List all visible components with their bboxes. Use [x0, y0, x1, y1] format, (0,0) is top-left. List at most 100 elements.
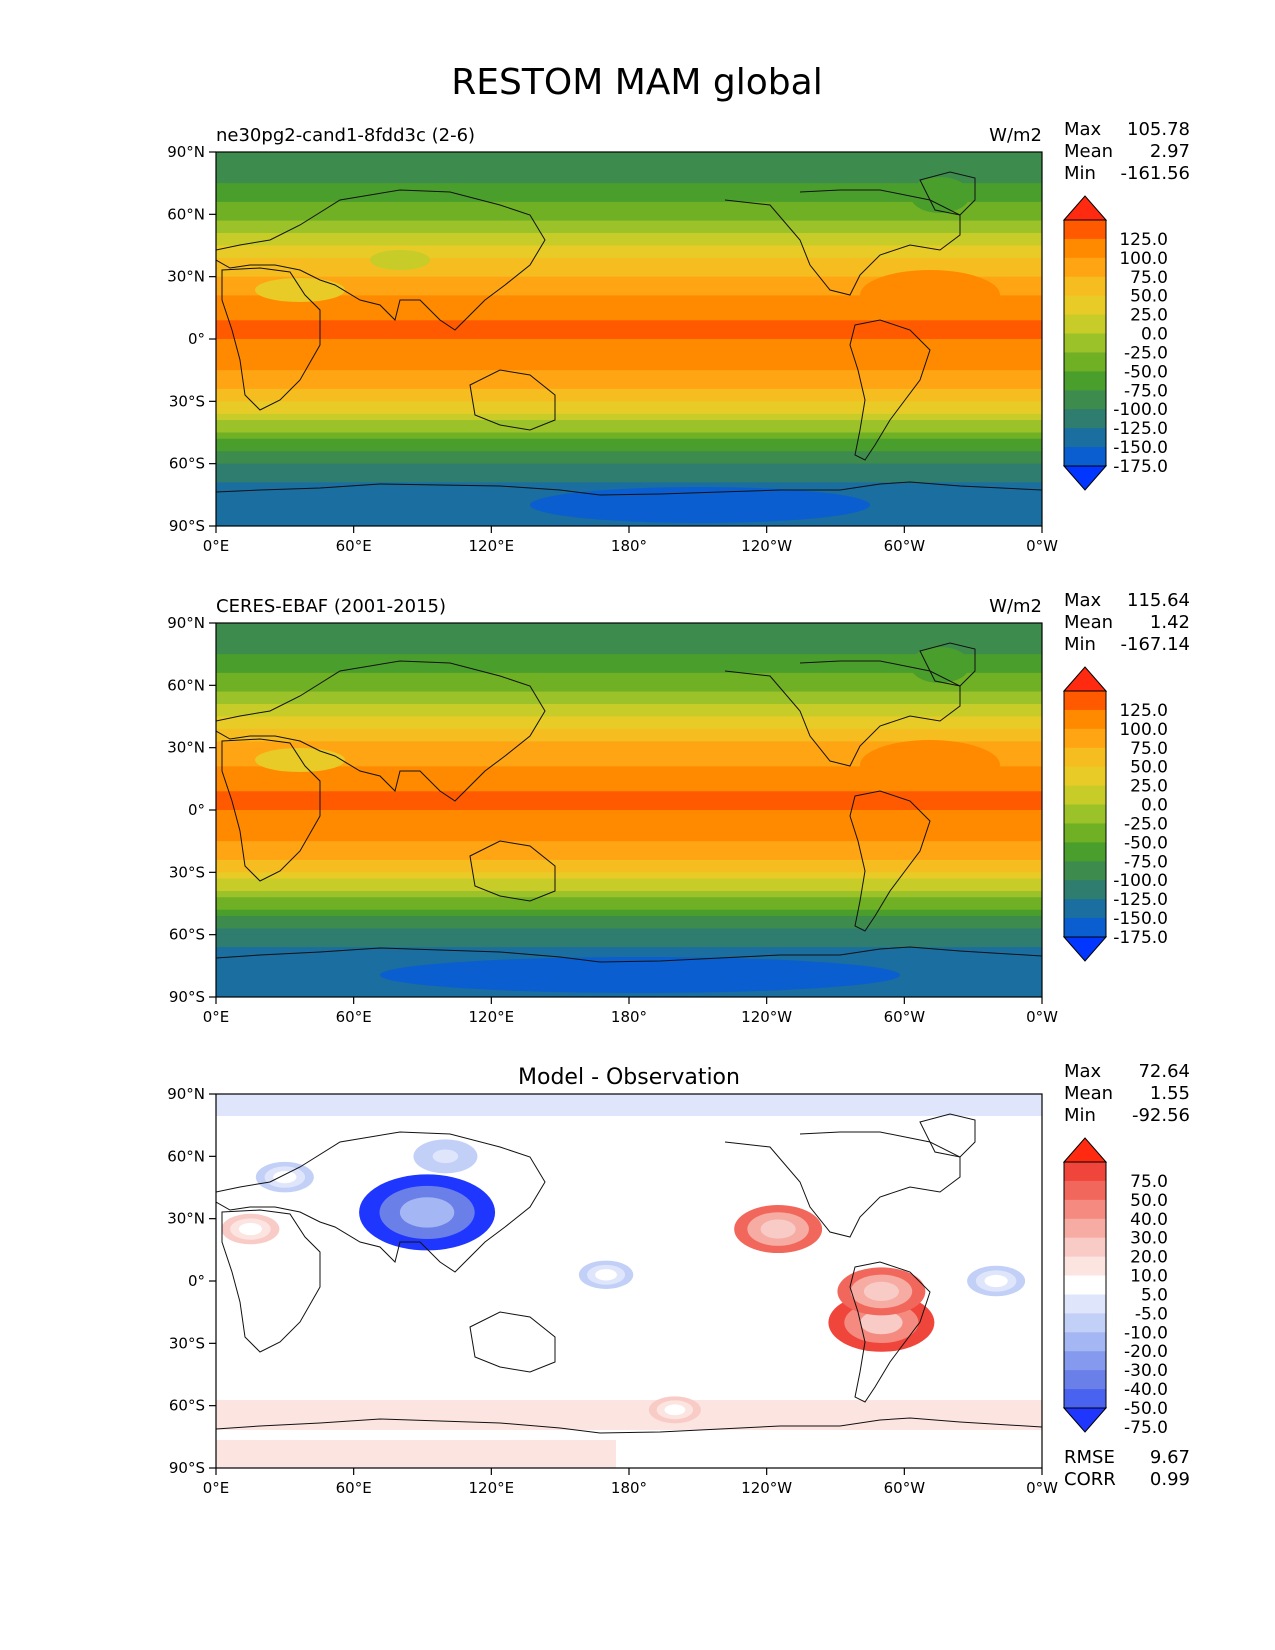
lat-band [216, 376, 1042, 384]
lat-band [216, 463, 1042, 471]
panel-diff-stats: Max 72.64 Mean 1.55 Min -92.56 [1064, 1061, 1190, 1126]
lat-band [216, 438, 1042, 446]
lat-band [216, 922, 1042, 930]
lat-band [216, 704, 1042, 711]
coast-africa [221, 267, 321, 411]
region-south-pacific-low [530, 487, 870, 523]
colorbar-label-125-0: 125.0 [1119, 230, 1168, 250]
lat-band [216, 276, 1042, 284]
lat-band [216, 847, 1042, 855]
colorbar-label-40-0: -40.0 [1124, 1380, 1168, 1400]
lat-band [216, 685, 1042, 693]
lat-band [216, 426, 1042, 434]
colorbar-label-20-0: -20.0 [1124, 1342, 1168, 1362]
lat-band [216, 370, 1042, 377]
stat-min-label: Min [1064, 634, 1096, 655]
lat-band [216, 382, 1042, 390]
panel-obs-axes: 90°N 60°N 30°N 0° 30°S 60°S 90°S 0°E 60°E 120°E 18… [167, 614, 1058, 1026]
lon-tick-label-120-w: 120°W [741, 1479, 792, 1497]
colorbar-label-75-0: 75.0 [1130, 268, 1168, 288]
anomaly-patch [860, 1310, 903, 1335]
stat-max-label: Max [1064, 590, 1102, 611]
panel-diff: Model - Observation Max 72.64 Mean 1.55 … [167, 1061, 1190, 1497]
colorbar-label-10-0: 10.0 [1130, 1267, 1168, 1287]
lat-band [216, 635, 1042, 643]
colorbar-label-75-0: -75.0 [1124, 381, 1168, 401]
lat-band [216, 766, 1042, 774]
lat-band [216, 816, 1042, 824]
lat-band [216, 722, 1042, 730]
colorbar-segment [1064, 766, 1106, 787]
anomaly-patch [273, 1171, 297, 1184]
colorbar-segment [1064, 257, 1106, 278]
stat-mean-value: 2.97 [1150, 141, 1190, 162]
colorbar-label-150-0: -150.0 [1113, 438, 1168, 458]
lat-tick-label-60-s: 60°S [169, 1397, 205, 1415]
lat-band [216, 753, 1042, 761]
lat-band [216, 420, 1042, 427]
region-greenland [910, 177, 970, 213]
colorbar-label-25-0: -25.0 [1124, 814, 1168, 834]
lat-band [216, 679, 1042, 686]
lat-band [216, 728, 1042, 736]
coast-greenland [919, 1113, 976, 1158]
metric-rmse-value: 9.67 [1150, 1447, 1190, 1468]
coast-australia [469, 369, 556, 431]
lat-band [216, 990, 1042, 997]
stat-max-value: 105.78 [1127, 119, 1190, 140]
lat-band [216, 183, 1042, 190]
colorbar-segment [1064, 371, 1106, 391]
lat-band [216, 953, 1042, 961]
lat-band [216, 320, 1042, 328]
colorbar-segment [1064, 1256, 1106, 1277]
lon-tick-label-180: 180° [611, 1479, 647, 1497]
lon-tick-label-60-w: 60°W [884, 1008, 926, 1026]
stat-min-label: Min [1064, 1105, 1096, 1126]
coast-antarctica [216, 946, 1042, 963]
lat-band [216, 519, 1042, 526]
panel-obs-bands [216, 623, 1042, 997]
lat-band [216, 345, 1042, 353]
colorbar-extend-max [1062, 666, 1108, 692]
lat-band [216, 623, 1042, 630]
lat-band [216, 785, 1042, 792]
anomaly-patch [432, 1149, 459, 1164]
lon-tick-label-0-e: 0°E [203, 1479, 230, 1497]
coast-south-america [849, 1261, 931, 1403]
lat-band [216, 257, 1042, 265]
panel-diff-axes: 90°N 60°N 30°N 0° 30°S 60°S 90°S 0°E 60°E 120°E 18… [167, 1085, 1058, 1497]
lon-tick-label-120-e: 120°E [469, 1479, 515, 1497]
lat-band [216, 716, 1042, 724]
lat-band [216, 270, 1042, 278]
lat-band [216, 413, 1042, 421]
panel-diff-title: Model - Observation [518, 1065, 740, 1090]
lat-band [216, 803, 1042, 811]
anomaly-patch [399, 1197, 455, 1228]
lat-band [216, 791, 1042, 799]
colorbar-extend-max [1062, 1137, 1108, 1163]
lon-tick-label-60-w: 60°W [884, 1479, 926, 1497]
band-southern-ocean [216, 1400, 1042, 1430]
coast-greenland [919, 171, 976, 216]
colorbar-label-25-0: 25.0 [1130, 777, 1168, 797]
colorbar-label-125-0: 125.0 [1119, 701, 1168, 721]
lat-band [216, 457, 1042, 465]
region-greenland [910, 647, 970, 683]
panel-diff-metrics: RMSE 9.67 CORR 0.99 [1064, 1447, 1190, 1490]
lat-tick-label-90-s: 90°S [169, 1459, 205, 1477]
stat-mean-label: Mean [1064, 141, 1113, 162]
coast-south-america [849, 319, 931, 461]
colorbar-label-5-0: -5.0 [1135, 1304, 1168, 1324]
colorbar-frame [1063, 1161, 1107, 1409]
colorbar-label-10-0: -10.0 [1124, 1323, 1168, 1343]
colorbar-segment [1064, 691, 1106, 711]
lon-tick-label-0-w: 0°W [1026, 1479, 1058, 1497]
lat-band [216, 710, 1042, 718]
lat-band [216, 189, 1042, 197]
anomaly-patch [760, 1219, 796, 1239]
lat-band [216, 641, 1042, 649]
panel-obs-units: W/m2 [989, 596, 1042, 617]
lat-band [216, 432, 1042, 440]
lat-band [216, 226, 1042, 234]
panel-model-colorbar: 125.0100.075.050.025.00.0-25.0-50.0-75.0… [1062, 195, 1168, 491]
